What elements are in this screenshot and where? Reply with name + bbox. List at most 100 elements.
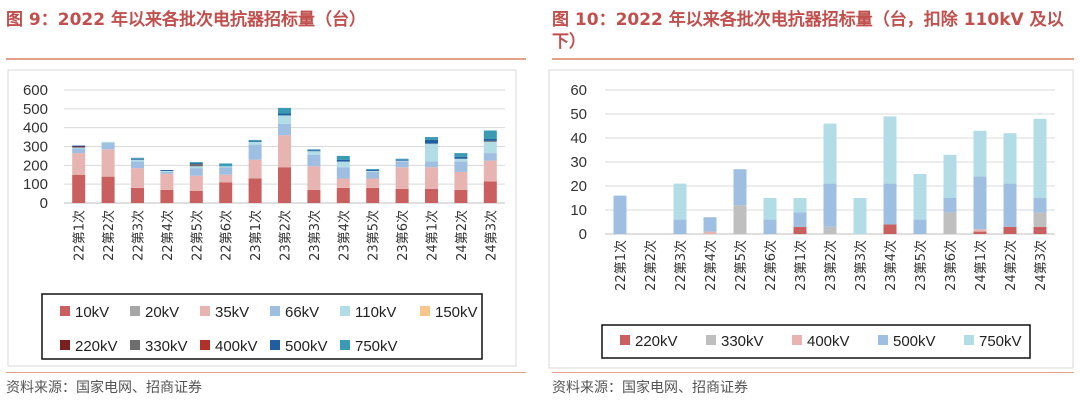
bar-segment [248, 178, 262, 203]
legend-swatch [792, 335, 802, 345]
bar-segment [101, 142, 115, 150]
x-tick-label: 24第1次 [425, 210, 441, 261]
legend-label: 150kV [435, 304, 478, 321]
bar-segment [72, 148, 86, 154]
x-tick-label: 24第1次 [973, 240, 989, 291]
bar-segment [425, 167, 438, 189]
x-tick-label: 23第5次 [366, 210, 382, 261]
legend-swatch [420, 306, 430, 316]
left-figure-title: 图 9：2022 年以来各批次电抗器招标量（台） [6, 10, 366, 30]
bar-segment [1033, 198, 1047, 213]
bar-segment [483, 140, 497, 142]
x-tick-label: 22第5次 [733, 240, 749, 291]
bar-segment [336, 161, 350, 168]
legend-label: 500kV [893, 333, 936, 350]
y-tick-label: 100 [23, 176, 48, 193]
bar-segment [189, 164, 203, 167]
y-tick-label: 600 [23, 82, 48, 99]
bar-segment [278, 115, 291, 124]
y-tick-label: 400 [23, 120, 48, 137]
y-tick-label: 0 [579, 226, 587, 243]
bar-segment [72, 145, 86, 147]
bar-segment [219, 167, 233, 175]
x-tick-label: 24第3次 [483, 210, 499, 261]
legend-box [601, 324, 1031, 359]
bar-segment [395, 159, 409, 161]
bar-segment [425, 188, 438, 203]
bar-segment [366, 169, 380, 171]
bar-segment [131, 159, 144, 162]
bar-segment [483, 130, 497, 139]
bar-segment [189, 163, 203, 165]
right-source-note: 资料来源：国家电网、招商证券 [552, 380, 748, 396]
x-tick-label: 22第2次 [101, 210, 117, 261]
bar-segment [336, 167, 350, 179]
bar-segment [483, 138, 497, 141]
chart-frame [7, 69, 517, 367]
bar-segment [278, 107, 291, 114]
x-tick-label: 22第6次 [763, 240, 779, 291]
bar-segment [943, 198, 957, 213]
x-tick-label: 22第4次 [703, 240, 719, 291]
legend-swatch [964, 335, 974, 345]
bar-segment [454, 153, 468, 157]
bar-segment [1003, 226, 1017, 234]
bar-segment [483, 153, 497, 161]
bar-segment [703, 231, 717, 234]
x-tick-label: 22第1次 [72, 210, 88, 261]
bar-segment [673, 183, 687, 220]
bar-segment [673, 219, 687, 234]
y-tick-label: 50 [570, 106, 587, 123]
bar-segment [823, 183, 837, 227]
bar-segment [219, 182, 233, 203]
bar-segment [307, 154, 321, 167]
bar-segment [483, 141, 497, 154]
bar-segment [454, 161, 468, 172]
x-tick-label: 23第4次 [336, 210, 352, 261]
bar-segment [72, 174, 86, 203]
x-tick-label: 23第5次 [913, 240, 929, 291]
legend-label: 35kV [215, 304, 249, 321]
bar-segment [454, 189, 468, 203]
bar-segment [454, 171, 468, 190]
bar-segment [395, 160, 409, 162]
bar-segment [366, 171, 380, 179]
bar-segment [278, 113, 291, 116]
bar-segment [72, 147, 86, 149]
bar-segment [395, 167, 409, 189]
bar-segment [278, 167, 291, 203]
legend-label: 20kV [145, 304, 179, 321]
bar-segment [189, 190, 203, 203]
y-tick-label: 300 [23, 139, 48, 156]
legend-label: 220kV [75, 338, 118, 355]
y-tick-label: 0 [40, 195, 48, 212]
bar-segment [793, 226, 807, 234]
legend-swatch [270, 340, 280, 350]
bar-segment [973, 176, 987, 230]
y-tick-label: 20 [570, 178, 587, 195]
x-tick-label: 23第3次 [853, 240, 869, 291]
bar-segment [483, 181, 497, 203]
legend-swatch [130, 306, 140, 316]
bar-segment [853, 198, 867, 234]
bar-segment [454, 156, 468, 159]
x-tick-label: 22第4次 [160, 210, 176, 261]
bar-segment [943, 212, 957, 234]
bar-segment [307, 166, 321, 190]
bar-segment [189, 175, 203, 191]
bar-segment [823, 226, 837, 234]
bar-segment [733, 205, 747, 234]
bar-segment [72, 146, 86, 148]
bar-segment [307, 189, 321, 203]
bar-segment [943, 154, 957, 198]
bar-segment [366, 170, 380, 171]
bar-segment [336, 178, 350, 188]
x-tick-label: 22第6次 [219, 210, 235, 261]
x-tick-label: 22第2次 [643, 240, 659, 291]
bar-segment [248, 141, 262, 145]
bar-segment [189, 168, 203, 176]
legend-swatch [60, 306, 70, 316]
x-tick-label: 23第6次 [395, 210, 411, 261]
